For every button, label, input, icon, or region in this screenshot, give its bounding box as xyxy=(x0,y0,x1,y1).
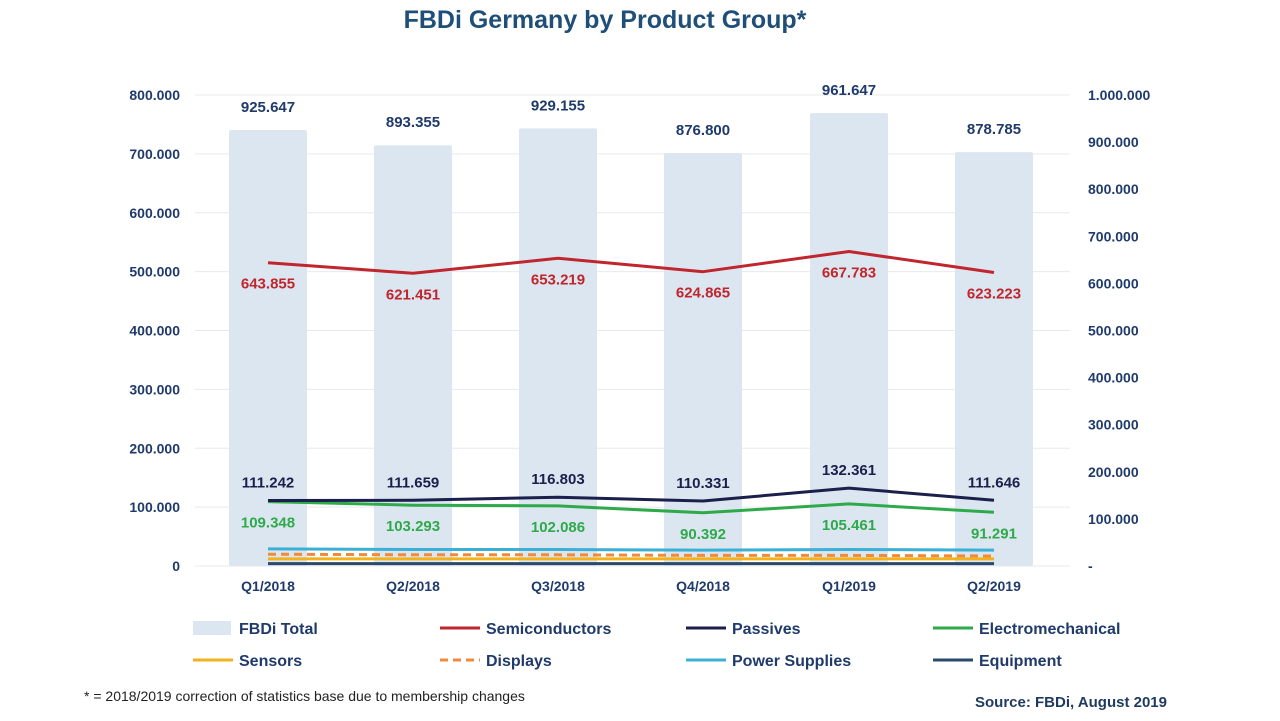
data-label-passives: 110.331 xyxy=(676,475,729,492)
right-axis-tick-label: 700.000 xyxy=(1088,228,1139,244)
data-label-electromechanical: 109.348 xyxy=(241,515,295,532)
data-label-passives: 111.242 xyxy=(242,475,295,492)
legend-label-fbdi-total: FBDi Total xyxy=(239,621,318,638)
right-axis-tick-label: 300.000 xyxy=(1088,417,1139,433)
series-line-semiconductors xyxy=(267,250,995,275)
left-axis-tick-label: 100.000 xyxy=(129,499,180,515)
data-label-electromechanical: 90.392 xyxy=(680,526,726,543)
left-axis-tick-label: 700.000 xyxy=(129,146,180,162)
left-axis-tick-label: 800.000 xyxy=(129,87,180,103)
x-axis-tick-label: Q2/2019 xyxy=(967,578,1021,594)
legend-label-equipment: Equipment xyxy=(979,653,1062,670)
footnote: * = 2018/2019 correction of statistics b… xyxy=(84,688,525,704)
legend-label-semiconductors: Semiconductors xyxy=(486,621,611,638)
left-axis-tick-label: 0 xyxy=(172,558,180,574)
series-line-passives xyxy=(267,486,995,503)
data-label-passives: 111.646 xyxy=(968,474,1021,491)
x-axis-tick-label: Q2/2018 xyxy=(386,578,440,594)
data-label-electromechanical: 102.086 xyxy=(531,519,585,536)
legend-label-electromechanical: Electromechanical xyxy=(979,621,1120,638)
series-line-displays xyxy=(267,552,995,558)
bar-fbdi-total xyxy=(519,128,597,567)
right-axis-tick-label: 400.000 xyxy=(1088,370,1139,386)
data-label-semiconductors: 624.865 xyxy=(676,285,730,302)
bar-data-label: 929.155 xyxy=(531,97,585,114)
right-axis-tick-label: - xyxy=(1088,558,1093,574)
right-axis-tick-label: 600.000 xyxy=(1088,275,1139,291)
legend-swatch-fbdi-total xyxy=(193,621,231,635)
data-label-electromechanical: 105.461 xyxy=(822,517,876,534)
bar-data-label: 893.355 xyxy=(386,114,440,131)
bar-data-label: 878.785 xyxy=(967,121,1021,138)
right-axis-tick-label: 500.000 xyxy=(1088,323,1139,339)
right-axis-tick-label: 100.000 xyxy=(1088,511,1139,527)
left-axis-tick-label: 500.000 xyxy=(129,264,180,280)
bar-data-label: 925.647 xyxy=(241,99,295,116)
x-axis-tick-label: Q1/2018 xyxy=(241,578,295,594)
left-axis-tick-label: 200.000 xyxy=(129,440,180,456)
left-axis-tick-label: 600.000 xyxy=(129,205,180,221)
legend-label-power-supplies: Power Supplies xyxy=(732,653,851,670)
bar-fbdi-total xyxy=(229,130,307,566)
data-label-semiconductors: 643.855 xyxy=(241,276,295,293)
data-label-semiconductors: 621.451 xyxy=(386,286,440,303)
data-label-semiconductors: 653.219 xyxy=(531,271,585,288)
chart-title: FBDi Germany by Product Group* xyxy=(403,6,807,34)
right-axis-tick-label: 1.000.000 xyxy=(1088,87,1150,103)
source-note: Source: FBDi, August 2019 xyxy=(975,694,1167,711)
left-axis-tick-label: 300.000 xyxy=(129,381,180,397)
right-axis-tick-label: 900.000 xyxy=(1088,134,1139,150)
data-label-electromechanical: 91.291 xyxy=(971,525,1017,542)
bar-fbdi-total xyxy=(810,113,888,566)
data-label-passives: 132.361 xyxy=(822,462,876,479)
x-axis-tick-label: Q3/2018 xyxy=(531,578,585,594)
right-axis-tick-label: 800.000 xyxy=(1088,181,1139,197)
legend-label-sensors: Sensors xyxy=(239,653,302,670)
bar-fbdi-total xyxy=(664,153,742,566)
bar-data-label: 961.647 xyxy=(822,82,876,99)
bar-data-label: 876.800 xyxy=(676,122,730,139)
bar-fbdi-total xyxy=(955,152,1033,566)
data-label-passives: 111.659 xyxy=(387,474,440,491)
data-label-semiconductors: 623.223 xyxy=(967,285,1021,302)
bar-fbdi-total xyxy=(374,145,452,566)
data-label-semiconductors: 667.783 xyxy=(822,264,876,281)
x-axis-tick-label: Q1/2019 xyxy=(822,578,876,594)
legend-label-passives: Passives xyxy=(732,621,801,638)
data-label-passives: 116.803 xyxy=(531,471,584,488)
right-axis-tick-label: 200.000 xyxy=(1088,464,1139,480)
legend-label-displays: Displays xyxy=(486,653,552,670)
data-label-electromechanical: 103.293 xyxy=(386,518,440,535)
x-axis-tick-label: Q4/2018 xyxy=(676,578,730,594)
left-axis-tick-label: 400.000 xyxy=(129,323,180,339)
series-line-electromechanical xyxy=(267,500,995,515)
series-line-power-supplies xyxy=(267,547,995,552)
